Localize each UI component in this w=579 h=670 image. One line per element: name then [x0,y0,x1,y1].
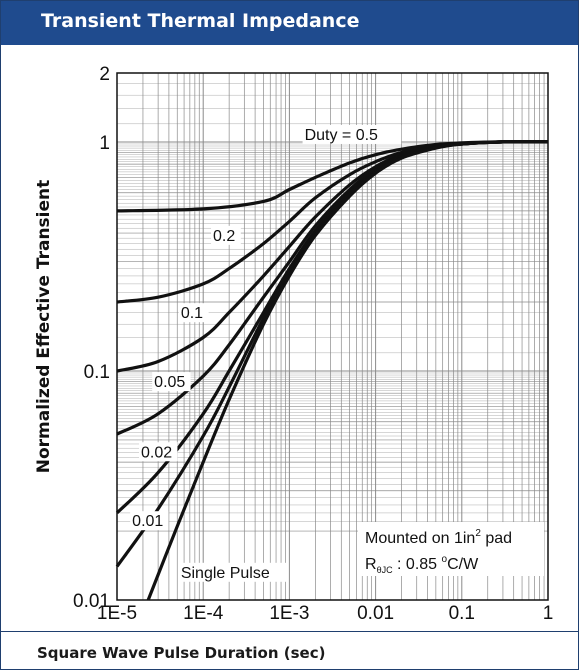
x-tick-label: 1E-3 [269,603,309,624]
curves [115,140,549,601]
curve-label-bg [302,124,402,144]
curve-label-bg [211,225,241,245]
chart-title: Transient Thermal Impedance [41,10,360,32]
annotation-mount-suffix: pad [481,530,512,547]
y-tick-label: 0.01 [73,591,110,612]
annotation-box: Mounted on 1in2 pad RθJC : 0.85 oC/W [358,522,544,576]
curve-label-0: Duty = 0.5 [305,127,378,144]
annotation-r-sub: θJC [377,565,394,575]
curve-label-bg [139,442,178,462]
curve-duty-2 [116,140,549,373]
annotation-mount-text: Mounted on 1in [365,530,475,547]
footer-bar: Square Wave Pulse Duration (sec) [1,631,578,670]
curve-label-6: Single Pulse [181,565,270,582]
curve-label-2: 0.1 [181,305,203,322]
curve-label-5: 0.01 [132,513,163,530]
curve-labels: Duty = 0.5 0.2 0.1 0.05 0.02 0.01 Single Pulse [130,124,402,582]
curve-duty-1 [116,140,549,304]
thermal-impedance-chart: Duty = 0.5 0.2 0.1 0.05 0.02 0.01 Single Pulse… [34,64,553,624]
curve-label-4: 0.02 [141,444,172,461]
y-tick-label: 2 [99,64,110,85]
annotation-mount-sup: 2 [475,528,481,539]
x-axis-label: Square Wave Pulse Duration (sec) [37,644,326,662]
tick-labels: 1E-5 1E-4 1E-3 0.01 0.1 1 0.01 0.1 1 2 [73,64,553,624]
y-axis-label: Normalized Effective Transient [34,180,54,474]
annotation-r-symbol: R [365,556,377,573]
curve-label-bg [130,511,169,531]
x-tick-label: 1E-4 [183,603,224,624]
x-tick-label: 1E-5 [97,603,137,624]
curve-label-1: 0.2 [213,228,235,245]
annotation-r-value: : 0.85 [393,556,442,573]
curve-label-bg [178,562,287,582]
plot-border [116,72,549,601]
curve-duty-6 [146,140,549,601]
x-tick-label: 1 [543,603,554,624]
x-tick-label: 0.1 [449,603,475,624]
curve-label-bg [178,303,209,323]
x-tick-label: 0.01 [357,603,394,624]
annotation-mount: Mounted on 1in2 pad [365,528,512,547]
curve-label-bg [152,372,191,392]
title-bar: Transient Thermal Impedance [1,1,578,45]
grid [117,73,548,600]
y-tick-label: 1 [99,133,110,154]
y-tick-label: 0.1 [84,362,110,383]
annotation-degree: o [442,554,448,565]
annotation-resistance: RθJC : 0.85 oC/W [365,554,479,575]
curve-label-3: 0.05 [154,374,185,391]
annotation-unit: C/W [447,556,479,573]
